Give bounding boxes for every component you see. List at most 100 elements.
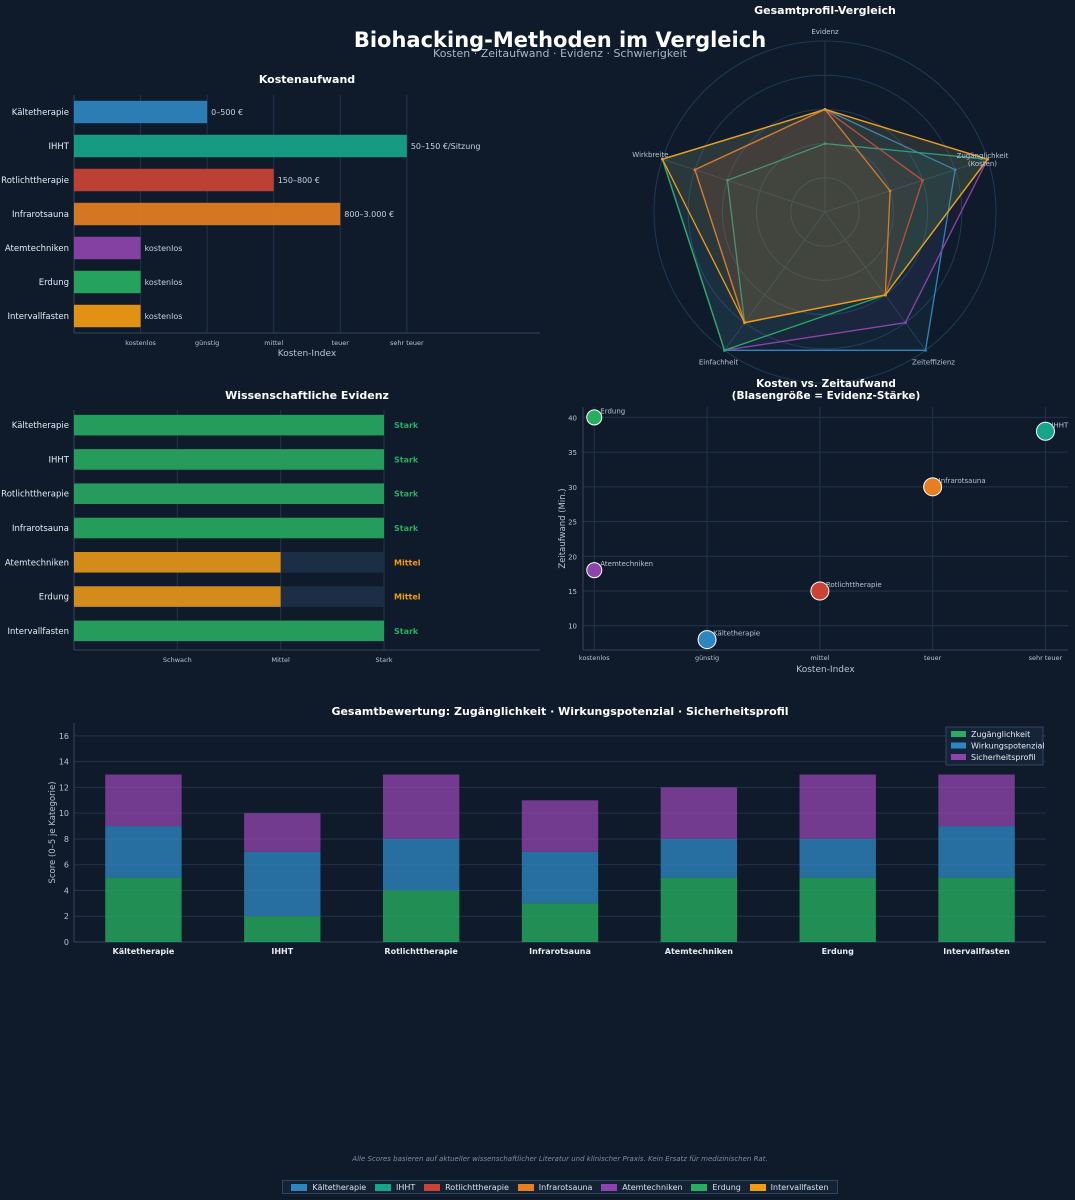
stacked-y-tick-label: 14	[59, 758, 69, 767]
radar-point	[823, 142, 827, 146]
cost-x-tick-label: kostenlos	[125, 339, 156, 347]
radar-spoke	[662, 158, 826, 213]
evidence-level-label: Stark	[394, 490, 419, 499]
radar-point	[743, 321, 746, 325]
methods-legend-label: Atemtechniken	[622, 1182, 683, 1192]
stacked-bar-segment	[244, 813, 321, 852]
scatter-y-tick-label: 30	[568, 484, 577, 492]
figure-subtitle: Kosten · Zeitaufwand · Evidenz · Schwier…	[433, 47, 687, 60]
evidence-level-label: Stark	[394, 524, 419, 533]
methods-legend-item: Rotlichttherapie	[424, 1183, 509, 1192]
cost-value-label: kostenlos	[145, 278, 183, 287]
scatter-x-tick-label: teuer	[924, 654, 942, 662]
evidence-level-label: Stark	[394, 455, 419, 464]
stacked-bar-segment	[938, 774, 1015, 827]
footnote: Alle Scores basieren auf aktueller wisse…	[352, 1155, 768, 1163]
cost-value-label: 150–800 €	[278, 176, 320, 185]
methods-legend-label: Rotlichttherapie	[445, 1182, 509, 1192]
scatter-point-label: Infrarotsauna	[939, 477, 986, 485]
stacked-bar-segment	[382, 774, 460, 839]
cost-chart-title: Kostenaufwand	[259, 73, 355, 86]
stacked-legend-label: Wirkungspotenzial	[971, 742, 1045, 751]
stacked-bar-segment	[244, 916, 321, 942]
methods-legend-label: Intervallfasten	[770, 1182, 829, 1192]
evidence-chart: Wissenschaftliche Evidenz Kältetherapie St…	[1, 389, 540, 664]
evidence-bar	[74, 552, 281, 573]
scatter-point	[810, 581, 830, 601]
stacked-bar-segment	[382, 890, 460, 942]
cost-category-label: Kältetherapie	[12, 108, 69, 118]
cost-category-label: Infrarotsauna	[12, 210, 69, 220]
scatter-y-axis-label: Zeitaufwand (Min.)	[558, 488, 568, 568]
evidence-category-label: Rotlichttherapie	[1, 490, 69, 500]
evidence-chart-title: Wissenschaftliche Evidenz	[225, 389, 389, 402]
stacked-bar-segment	[105, 826, 182, 878]
evidence-category-label: Infrarotsauna	[12, 524, 69, 534]
stacked-x-tick-label: Rotlichttherapie	[384, 947, 458, 956]
stacked-y-tick-label: 4	[64, 886, 69, 895]
stacked-y-tick-label: 6	[64, 861, 69, 870]
stacked-legend-label: Sicherheitsprofil	[971, 753, 1036, 762]
cost-category-label: Erdung	[39, 278, 69, 288]
radar-point	[723, 348, 726, 352]
radar-point	[953, 168, 957, 172]
scatter-chart-title: Kosten vs. Zeitaufwand	[756, 378, 896, 390]
evidence-bar	[74, 517, 384, 539]
radar-spoke	[824, 158, 988, 213]
methods-legend-swatch	[517, 1183, 534, 1191]
cost-value-label: 0–500 €	[211, 108, 243, 117]
stacked-y-tick-label: 0	[64, 938, 69, 947]
stacked-x-tick-label: Kältetherapie	[113, 947, 175, 956]
evidence-x-tick-label: Stark	[375, 656, 392, 664]
stacked-legend-label: Zugänglichkeit	[971, 730, 1030, 739]
evidence-level-label: Mittel	[394, 593, 421, 602]
stacked-legend-swatch	[951, 731, 966, 737]
radar-point	[823, 108, 827, 111]
radar-axis-label: Wirkbreite	[632, 151, 668, 159]
scatter-y-tick-label: 15	[568, 588, 577, 596]
cost-value-label: 800–3.000 €	[344, 210, 394, 219]
cost-category-label: Intervallfasten	[8, 312, 70, 322]
radar-axis-label: Zugänglichkeit (Kosten)	[957, 152, 1009, 168]
evidence-bar	[74, 483, 384, 504]
cost-bar	[74, 100, 208, 124]
evidence-level-label: Stark	[394, 627, 419, 636]
methods-legend-swatch	[749, 1183, 766, 1191]
stacked-chart: Gesamtbewertung: Zugänglichkeit · Wirkun…	[48, 705, 1046, 956]
methods-legend-label: Erdung	[712, 1182, 741, 1192]
stacked-bar-segment	[660, 838, 738, 878]
methods-legend-item: Kältetherapie	[291, 1183, 366, 1192]
cost-category-label: IHHT	[49, 142, 70, 152]
scatter-chart: Kosten vs. Zeitaufwand(Blasengröße = Evi…	[558, 378, 1069, 675]
radar-axis-label: Zeiteffizienz	[912, 358, 955, 366]
cost-value-label: kostenlos	[145, 244, 183, 253]
radar-series-polygon	[661, 108, 989, 324]
stacked-legend: Zugänglichkeit Wirkungspotenzial Sicherhei…	[945, 726, 1045, 766]
radar-axis-label: Einfachheit	[699, 358, 739, 366]
scatter-point-label: Atemtechniken	[600, 560, 653, 568]
methods-legend-swatch	[691, 1183, 708, 1191]
scatter-point	[1035, 421, 1055, 441]
stacked-bar-segment	[938, 877, 1015, 942]
stacked-bar-segment	[105, 877, 182, 942]
scatter-x-tick-label: kostenlos	[579, 654, 610, 662]
cost-category-label: Atemtechniken	[5, 244, 69, 254]
stacked-legend-swatch	[951, 742, 966, 749]
methods-legend-swatch	[424, 1183, 441, 1191]
stacked-y-tick-label: 10	[59, 809, 69, 818]
evidence-bar	[74, 620, 384, 642]
stacked-y-tick-label: 2	[64, 912, 69, 921]
evidence-bar	[74, 586, 281, 607]
scatter-point	[586, 409, 603, 426]
radar-axis-label: Evidenz	[811, 28, 839, 36]
stacked-bar-segment	[105, 774, 182, 827]
stacked-bar-segment	[799, 774, 876, 839]
radar-point	[888, 189, 892, 193]
cost-bar	[74, 270, 141, 294]
evidence-bar	[74, 449, 384, 470]
radar-point	[921, 178, 924, 182]
cost-bar	[74, 304, 141, 328]
scatter-y-tick-label: 35	[568, 449, 577, 457]
methods-legend-item: Intervallfasten	[749, 1182, 829, 1192]
radar-point	[726, 178, 729, 182]
